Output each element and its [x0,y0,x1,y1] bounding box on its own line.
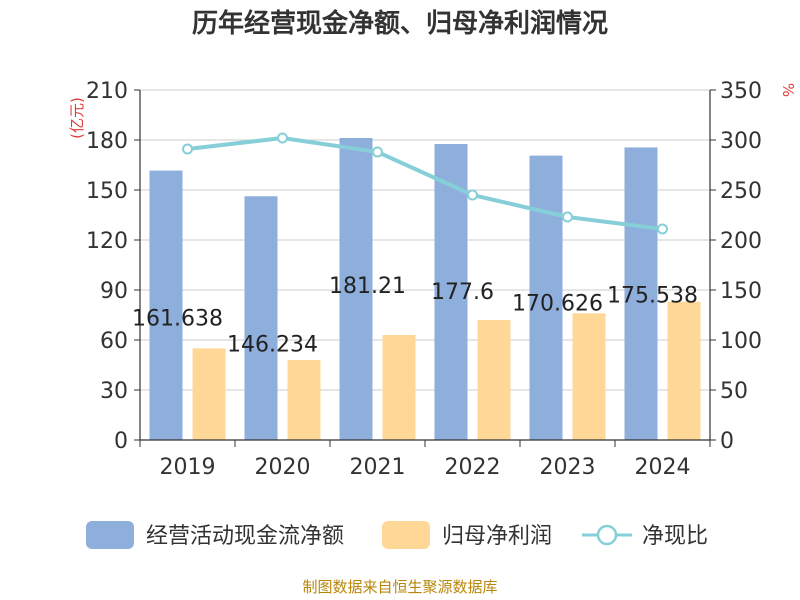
line-layer [182,132,668,235]
right-axis-tick-label: 300 [720,129,762,154]
bar-cash-flow-2022 [434,144,468,440]
bar-net-profit-2023 [572,313,606,440]
left-axis-tick-label: 120 [86,229,128,254]
legend-swatch-cash-flow [86,521,134,549]
point-cash-ratio-2023 [562,211,573,223]
x-axis-tick-label: 2021 [350,455,406,480]
bar-cash-flow-2024 [624,147,658,441]
bar-net-profit-2020 [287,360,321,440]
bar-net-profit-2024 [667,301,701,440]
x-axis-tick-label: 2022 [445,455,501,480]
right-axis-tick-label: 150 [720,279,762,304]
point-cash-ratio-2020 [277,132,288,144]
axes-layer: 0 30 60 90 120 150 180 210 0 50 100 150 200 250 300 350… [86,79,762,480]
x-axis-tick-label: 2019 [160,455,216,480]
bar-net-profit-2021 [382,335,416,440]
left-axis-tick-label: 30 [100,379,128,404]
legend: 经营活动现金流净额 归母净利润 净现比 [86,521,708,549]
legend-label-net-profit: 归母净利润 [442,524,552,549]
legend-label-cash-flow: 经营活动现金流净额 [146,524,344,549]
legend-swatch-marker [596,524,618,546]
left-axis-tick-label: 0 [114,429,128,454]
left-axis-tick-label: 60 [100,329,128,354]
left-axis-tick-label: 180 [86,129,128,154]
data-label-cash-flow: 170.626 [512,292,603,317]
data-label-cash-flow: 161.638 [132,307,223,332]
data-label-cash-flow: 175.538 [607,283,698,308]
right-axis-tick-label: 200 [720,229,762,254]
right-axis-tick-label: 50 [720,379,748,404]
legend-label-cash-ratio: 净现比 [642,524,708,549]
point-cash-ratio-2022 [467,189,478,201]
left-axis-tick-label: 150 [86,179,128,204]
bar-cash-flow-2019 [149,170,183,440]
left-axis-unit: (亿元) [68,97,86,139]
bar-cash-flow-2020 [244,196,278,440]
left-axis-tick-label: 210 [86,79,128,104]
bar-net-profit-2019 [192,348,226,440]
bar-cash-flow-2021 [339,137,373,440]
right-axis-tick-label: 100 [720,329,762,354]
x-axis-tick-label: 2023 [540,455,596,480]
x-axis-tick-label: 2024 [635,455,691,480]
right-axis-tick-label: 250 [720,179,762,204]
data-label-cash-flow: 181.21 [329,274,406,299]
data-label-cash-flow: 177.6 [431,280,494,305]
point-cash-ratio-2021 [372,146,383,158]
chart-title: 历年经营现金净额、归母净利润情况 [192,8,608,39]
legend-swatch-net-profit [382,521,430,549]
data-label-cash-flow: 146.234 [227,332,318,357]
point-cash-ratio-2024 [657,223,668,235]
right-axis-tick-label: 350 [720,79,762,104]
bar-net-profit-2022 [477,320,511,440]
right-axis-unit: % [779,83,797,97]
right-axis-tick-label: 0 [720,429,734,454]
left-axis-tick-label: 90 [100,279,128,304]
x-axis-tick-label: 2020 [255,455,311,480]
bars-layer [149,137,701,441]
point-cash-ratio-2019 [182,143,193,155]
grid-lines [140,89,710,391]
line-cash-ratio [187,136,663,231]
bar-cash-flow-2023 [529,155,563,440]
source-note: 制图数据来自恒生聚源数据库 [302,578,497,596]
